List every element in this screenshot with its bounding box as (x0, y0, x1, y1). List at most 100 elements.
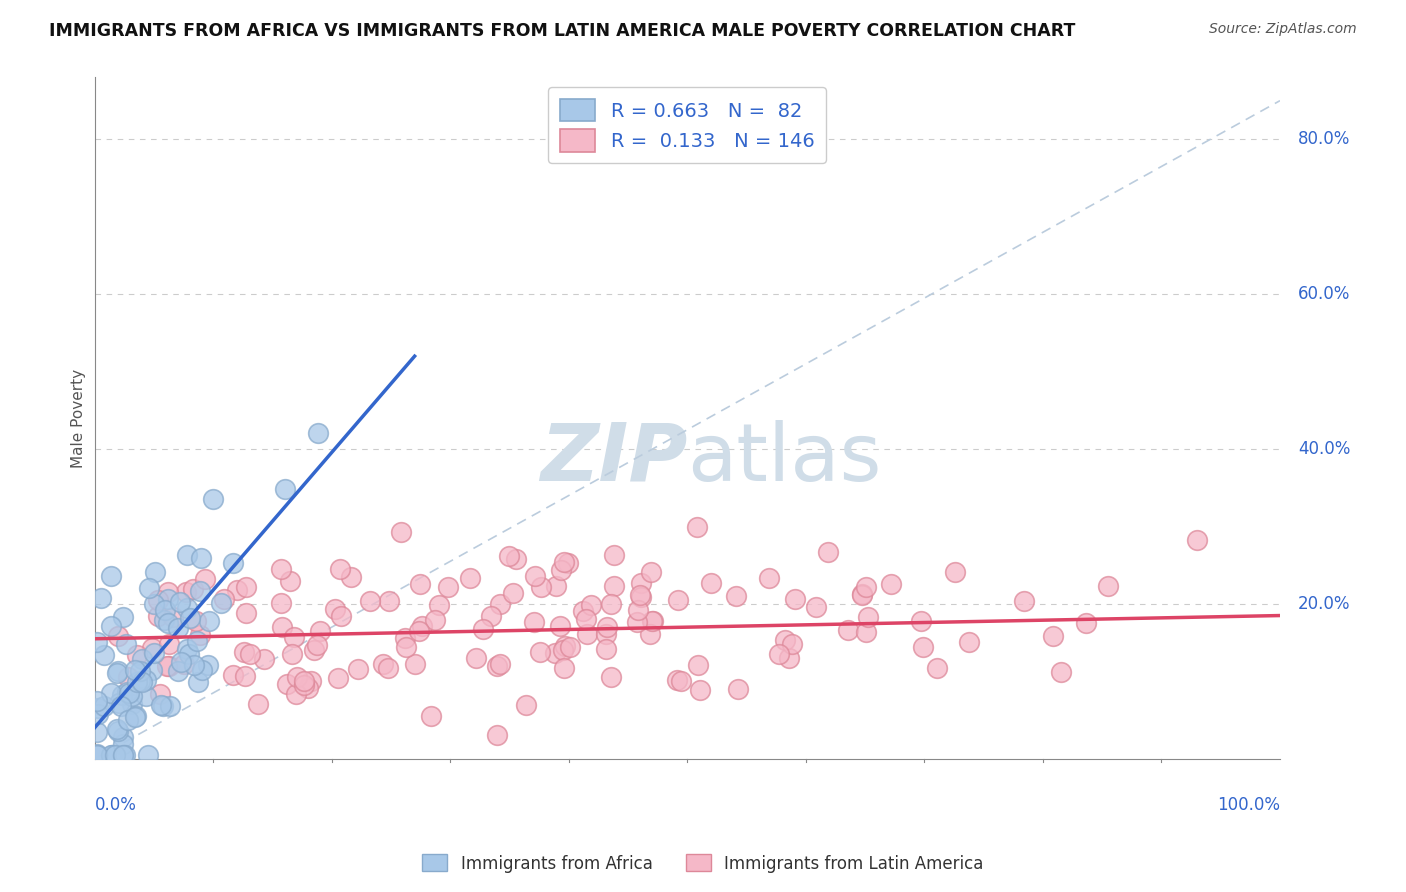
Point (131, 651, 153, 665)
Legend: Immigrants from Africa, Immigrants from Latin America: Immigrants from Africa, Immigrants from … (416, 847, 990, 880)
Point (270, 562, 292, 576)
Point (118, 685, 141, 699)
Point (138, 581, 160, 595)
Point (283, 631, 305, 645)
Point (856, 609, 879, 624)
Point (302, 643, 325, 657)
Point (86, 747, 108, 762)
Point (297, 681, 319, 695)
Point (329, 562, 352, 576)
Point (572, 604, 595, 618)
Point (665, 673, 688, 688)
Point (595, 642, 617, 657)
Point (156, 616, 179, 631)
Point (146, 609, 169, 624)
Text: atlas: atlas (688, 420, 882, 498)
Point (124, 710, 146, 724)
Point (131, 675, 153, 690)
Point (436, 580, 458, 594)
Point (855, 580, 877, 594)
Point (121, 698, 143, 712)
Point (957, 635, 980, 649)
Point (285, 670, 308, 684)
Point (159, 698, 181, 713)
Point (550, 563, 572, 577)
Point (111, 688, 134, 702)
Point (253, 652, 276, 666)
Point (530, 580, 553, 594)
Point (1097, 579, 1119, 593)
Point (86, 725, 108, 739)
Point (176, 584, 198, 599)
Point (817, 545, 839, 559)
Point (156, 658, 179, 673)
Point (233, 669, 256, 683)
Point (152, 699, 174, 714)
Point (135, 689, 157, 703)
Point (86, 747, 108, 761)
Point (146, 593, 169, 607)
Point (309, 624, 332, 638)
Point (284, 688, 307, 702)
Point (136, 747, 159, 762)
Point (323, 602, 346, 616)
Point (166, 621, 188, 635)
Point (190, 551, 212, 566)
Point (581, 599, 603, 613)
Point (184, 614, 207, 628)
Text: 40.0%: 40.0% (1298, 440, 1350, 458)
Point (110, 699, 132, 714)
Text: Source: ZipAtlas.com: Source: ZipAtlas.com (1209, 22, 1357, 37)
Point (479, 609, 502, 624)
Point (628, 588, 651, 602)
Point (176, 601, 198, 615)
Point (472, 622, 495, 636)
Point (404, 657, 426, 672)
Point (395, 640, 418, 654)
Point (408, 624, 430, 638)
Point (943, 565, 966, 579)
Point (671, 673, 693, 688)
Point (394, 631, 416, 645)
Point (129, 664, 152, 678)
Point (851, 587, 873, 601)
Point (498, 549, 520, 563)
Point (87, 701, 110, 715)
Point (107, 629, 129, 643)
Point (1074, 615, 1097, 630)
Y-axis label: Male Poverty: Male Poverty (72, 368, 86, 467)
Point (330, 608, 353, 623)
Point (855, 625, 877, 640)
Point (105, 722, 128, 736)
Point (117, 713, 139, 727)
Point (153, 613, 176, 627)
Text: IMMIGRANTS FROM AFRICA VS IMMIGRANTS FROM LATIN AMERICA MALE POVERTY CORRELATION: IMMIGRANTS FROM AFRICA VS IMMIGRANTS FRO… (49, 22, 1076, 40)
Point (558, 640, 581, 655)
Point (107, 665, 129, 679)
Point (326, 671, 349, 685)
Point (141, 663, 163, 677)
Point (100, 569, 122, 583)
Point (86, 747, 108, 762)
Point (725, 589, 748, 603)
Point (409, 577, 432, 591)
Point (141, 640, 163, 655)
Point (111, 747, 134, 762)
Point (359, 594, 381, 608)
Point (235, 607, 257, 621)
Point (162, 610, 184, 624)
Point (114, 637, 136, 651)
Point (553, 555, 575, 569)
Point (176, 548, 198, 562)
Point (235, 580, 257, 594)
Point (489, 597, 512, 611)
Point (197, 658, 219, 673)
Point (640, 566, 662, 580)
Point (377, 661, 399, 675)
Point (804, 599, 827, 614)
Point (523, 615, 546, 630)
Point (125, 648, 148, 662)
Point (100, 686, 122, 700)
Point (782, 636, 804, 650)
Point (373, 657, 395, 672)
